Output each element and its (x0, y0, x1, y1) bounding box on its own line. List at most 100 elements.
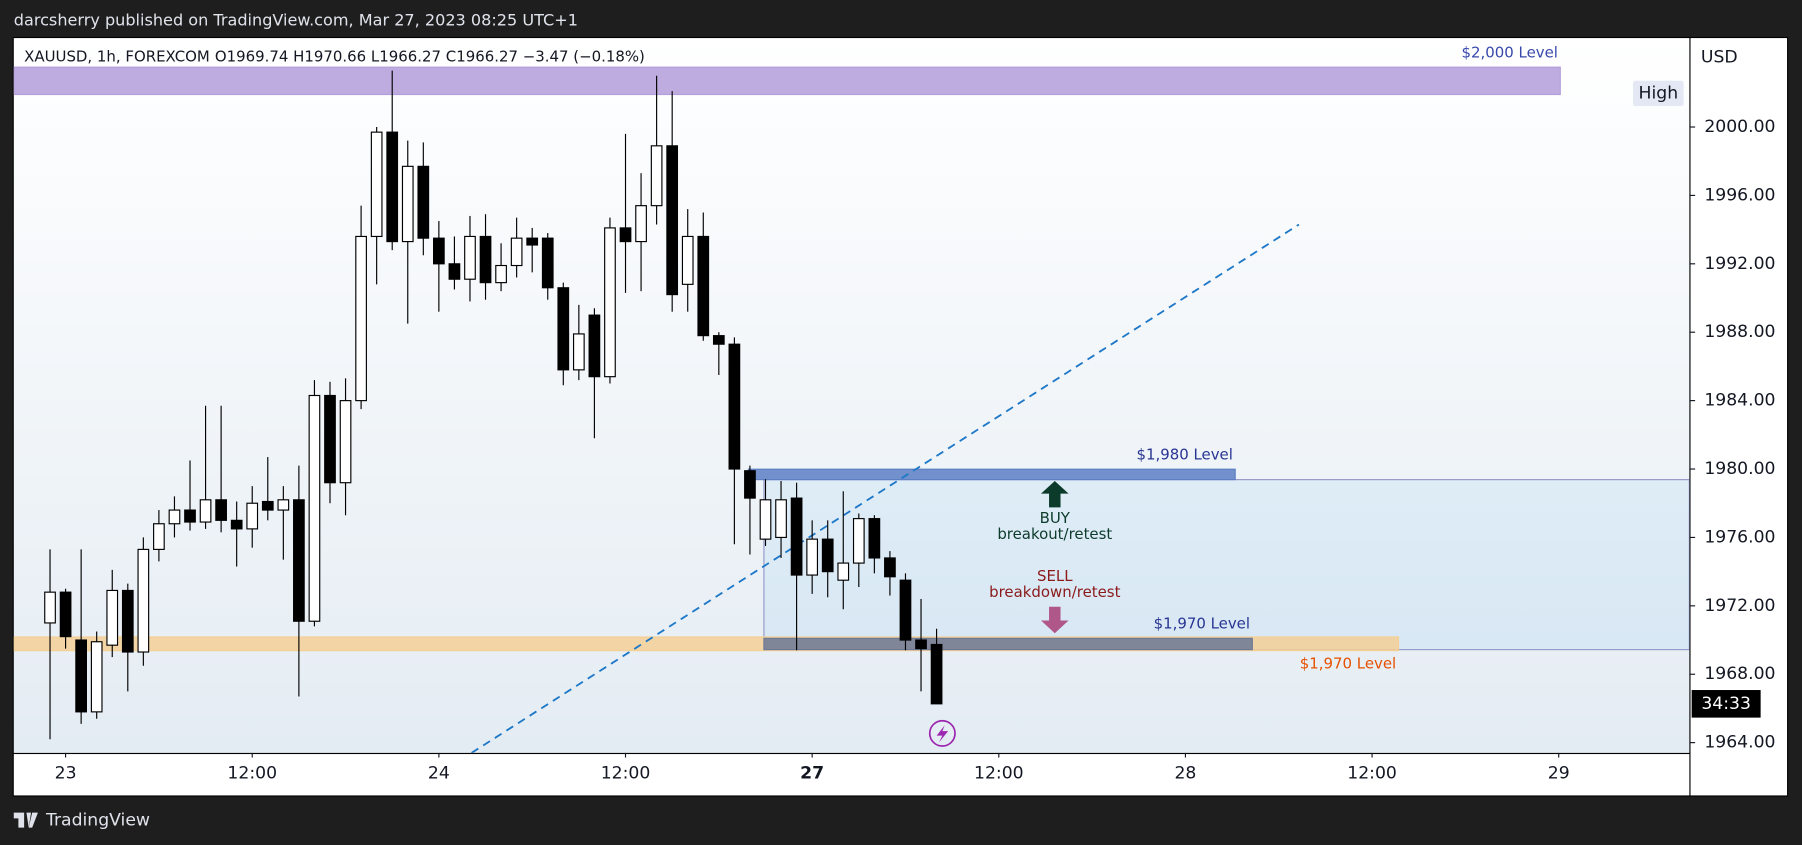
candle-body (184, 509, 196, 523)
candle-body (884, 557, 896, 578)
countdown-badge (1691, 690, 1761, 718)
candle-body (199, 499, 212, 523)
footer-brand: TradingView (45, 811, 150, 831)
candle-body (277, 499, 290, 511)
x-tick-label: 12:00 (601, 764, 651, 784)
x-tick-label: 23 (55, 764, 77, 784)
candle-body (635, 205, 647, 243)
y-tick-label: 1964.00 (1704, 733, 1775, 753)
signal-text: breakdown/retest (989, 583, 1120, 601)
trendline (471, 223, 1300, 753)
candle-body (899, 579, 912, 641)
tradingview-logo (13, 812, 38, 828)
candle-body (44, 591, 56, 624)
candle-body (433, 237, 445, 265)
range-area (763, 479, 1690, 651)
x-tick-label: 28 (1174, 764, 1196, 784)
candle-body (868, 518, 881, 559)
y-tick-label: 1988.00 (1704, 322, 1775, 342)
candle-body (386, 131, 399, 243)
candle-body (355, 235, 367, 402)
candle-body (759, 499, 772, 540)
level-label: $2,000 Level (1462, 43, 1558, 61)
y-tick-label: 1976.00 (1704, 527, 1775, 547)
candle-body (324, 394, 336, 484)
currency-label: USD (1701, 48, 1738, 68)
candle-body (619, 227, 632, 243)
high-label: High (1639, 83, 1679, 103)
candle-body (806, 538, 819, 576)
candle-body (572, 333, 585, 371)
signal-text: breakout/retest (997, 525, 1112, 543)
x-tick-label: 12:00 (227, 764, 277, 784)
candle-body (526, 237, 539, 246)
y-tick-label: 2000.00 (1704, 117, 1775, 137)
candle-body (168, 509, 181, 525)
candle-body (712, 335, 725, 345)
candle-body (666, 145, 679, 296)
x-tick-label: 12:00 (1347, 764, 1397, 784)
candle-body (137, 548, 150, 653)
y-tick-label: 1992.00 (1704, 254, 1775, 274)
candle-body (121, 589, 134, 653)
symbol: XAUUSD, 1h, FOREXCOM (24, 48, 210, 66)
candle-body (541, 237, 554, 289)
lightning-icon (928, 719, 956, 747)
x-tick-label: 29 (1548, 764, 1570, 784)
candle-body (448, 263, 461, 280)
signal-title: SELL (1037, 567, 1073, 585)
candle-body (75, 639, 88, 713)
candle-body (495, 264, 507, 284)
candle-body (246, 502, 259, 530)
candle-body (90, 641, 103, 713)
candle-body (728, 343, 741, 470)
candle-body (153, 523, 165, 550)
level-label: $1,980 Level (1136, 445, 1232, 463)
candle-body (293, 499, 305, 622)
candle-body (308, 394, 321, 622)
y-tick-label: 1984.00 (1704, 391, 1775, 411)
level-label: $1,970 Level (1300, 654, 1396, 672)
price-axis (1690, 38, 1788, 796)
candle-body (588, 314, 601, 378)
countdown: 34:33 (1701, 694, 1751, 714)
signal-title: BUY (1040, 509, 1071, 527)
candle-body (604, 227, 616, 378)
y-tick-label: 1968.00 (1704, 664, 1775, 684)
time-axis (13, 754, 1690, 796)
candle-body (59, 591, 72, 638)
candle-body (370, 131, 383, 238)
level-label: $1,970 Level (1154, 615, 1250, 633)
candle-body (510, 237, 523, 267)
ohlc-legend: O1969.74 H1970.66 L1966.27 C1966.27 −3.4… (215, 48, 645, 66)
signal-arrow (1040, 480, 1069, 508)
y-tick-label: 1996.00 (1704, 185, 1775, 205)
candle-body (681, 235, 694, 285)
y-tick-label: 1980.00 (1704, 459, 1775, 479)
candle-body (744, 470, 756, 499)
candle-body (106, 589, 119, 646)
candle-body (230, 519, 243, 530)
candle-body (915, 639, 927, 650)
candle-body (464, 235, 476, 280)
candle-body (930, 643, 943, 705)
candle-body (479, 235, 492, 284)
candle-body (401, 165, 414, 243)
candle-body (821, 538, 834, 573)
candle-body (790, 497, 803, 576)
y-tick-label: 1972.00 (1704, 596, 1775, 616)
candle-body (852, 518, 865, 564)
publish-header: darcsherry published on TradingView.com,… (14, 10, 578, 29)
x-tick-label: 27 (800, 764, 824, 784)
plot-area (13, 38, 1690, 753)
candle-body (261, 500, 274, 511)
x-tick-label: 24 (428, 764, 450, 784)
candle-body (837, 562, 850, 581)
candle-body (775, 499, 787, 539)
x-tick-label: 12:00 (974, 764, 1024, 784)
candle-body (215, 499, 227, 521)
candle-body (650, 145, 663, 207)
candle-body (697, 235, 710, 337)
candle-body (417, 165, 430, 239)
